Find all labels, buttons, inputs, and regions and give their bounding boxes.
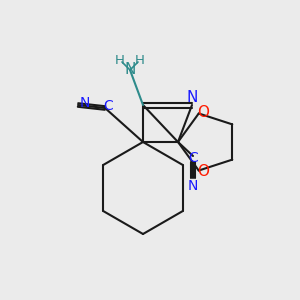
Text: H: H [135,53,145,67]
Text: N: N [124,62,136,77]
Text: C: C [103,99,113,113]
Text: O: O [197,105,209,120]
Text: N: N [80,96,90,110]
Text: N: N [186,89,198,104]
Text: C: C [188,151,198,165]
Text: N: N [188,179,198,193]
Text: H: H [115,53,125,67]
Text: O: O [197,164,209,179]
